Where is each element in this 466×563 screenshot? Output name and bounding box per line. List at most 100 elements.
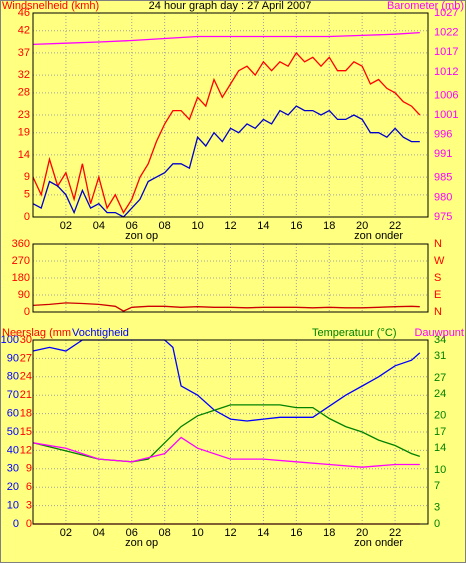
x-tick-label: 16 [290, 527, 302, 539]
y2-tick-label: 20 [434, 410, 446, 422]
x-tick-label: 10 [191, 220, 203, 232]
y2-tick-label: 980 [434, 191, 452, 203]
y-tick-label: 90 [18, 289, 30, 301]
annotation: zon op [125, 230, 158, 242]
x-tick-label: 22 [389, 527, 401, 539]
annotation: zon op [125, 537, 158, 549]
y2-tick-label: 27 [434, 372, 446, 384]
y2-tick-label: 991 [434, 148, 452, 160]
x-tick-label: 20 [356, 220, 368, 232]
x-tick-label: 08 [159, 527, 171, 539]
y2-axis-label-2: Dauwpunt [414, 327, 464, 339]
y2-tick-label: 985 [434, 172, 452, 184]
annotation: zon onder [354, 537, 403, 549]
y3-tick-label: 80 [7, 371, 19, 383]
y2-tick-label: W [434, 255, 445, 267]
y3-tick-label: 40 [7, 444, 19, 456]
y-tick-label: 18 [20, 408, 32, 420]
y-tick-label: 21 [20, 389, 32, 401]
y2-tick-label: 1022 [434, 27, 458, 39]
y2-tick-label: 3 [434, 502, 440, 514]
y-tick-label: 14 [18, 149, 30, 161]
y2-tick-label: N [434, 238, 442, 250]
y-axis-label: Windsnelheid (kmh) [2, 0, 99, 12]
x-tick-label: 02 [60, 527, 72, 539]
y-tick-label: 19 [18, 127, 30, 139]
x-tick-label: 12 [224, 527, 236, 539]
y-tick-label: 360 [12, 238, 30, 250]
series-line [32, 436, 420, 468]
y2-tick-label: 1001 [434, 109, 458, 121]
x-tick-label: 20 [356, 527, 368, 539]
y3-tick-label: 10 [7, 500, 19, 512]
series-line [32, 404, 421, 463]
y2-tick-label: 0 [434, 518, 440, 530]
y-tick-label: 9 [24, 171, 30, 183]
y3-tick-label: 0 [13, 518, 19, 530]
y-axis-label: Neerslag (mm [2, 327, 71, 339]
y-tick-label: 46 [18, 7, 30, 19]
plot-border [32, 339, 429, 525]
y-tick-label: 15 [20, 426, 32, 438]
y2-tick-label: 34 [434, 334, 446, 346]
y2-tick-label: 1017 [434, 46, 458, 58]
y-tick-label: 24 [20, 371, 32, 383]
y2-tick-label: 10 [434, 464, 446, 476]
plot-border [32, 243, 429, 313]
y-tick-label: 0 [24, 211, 30, 223]
y2-tick-label: S [434, 272, 441, 284]
x-tick-label: 12 [224, 220, 236, 232]
y-tick-label: 180 [12, 272, 30, 284]
y-tick-label: 27 [20, 352, 32, 364]
x-tick-label: 06 [126, 527, 138, 539]
series-line [32, 31, 420, 46]
x-tick-label: 02 [60, 220, 72, 232]
x-tick-label: 04 [93, 220, 105, 232]
x-tick-label: 18 [323, 220, 335, 232]
y2-axis-label: Barometer (mb) [387, 0, 464, 12]
x-tick-label: 14 [257, 527, 269, 539]
y2-tick-label: 975 [434, 211, 452, 223]
series-line [32, 51, 421, 214]
y3-axis-label: Vochtigheid [72, 327, 129, 339]
x-tick-label: 06 [126, 220, 138, 232]
y-tick-label: 270 [12, 255, 30, 267]
x-tick-label: 14 [257, 220, 269, 232]
x-tick-label: 04 [93, 527, 105, 539]
y-tick-label: 23 [18, 109, 30, 121]
y3-tick-label: 100 [1, 334, 19, 346]
series-line [32, 105, 420, 218]
y2-tick-label: 14 [434, 442, 446, 454]
y2-tick-label: 1006 [434, 89, 458, 101]
y-tick-label: 5 [24, 189, 30, 201]
y2-tick-label: 7 [434, 480, 440, 492]
y2-tick-label: 24 [434, 388, 446, 400]
y-tick-label: 42 [18, 25, 30, 37]
y2-tick-label: N [434, 306, 442, 318]
y2-axis-label: Temperatuur (°C) [312, 327, 396, 339]
y2-tick-label: 1012 [434, 66, 458, 78]
annotation: zon onder [354, 230, 403, 242]
chart-title: 24 hour graph day : 27 April 2007 [149, 0, 312, 12]
y-tick-label: 28 [18, 87, 30, 99]
y3-tick-label: 30 [7, 463, 19, 475]
y3-tick-label: 60 [7, 408, 19, 420]
x-tick-label: 08 [159, 220, 171, 232]
plot-border [32, 12, 429, 218]
y2-tick-label: 31 [434, 350, 446, 362]
series-line [32, 302, 420, 312]
y-tick-label: 3 [26, 500, 32, 512]
y3-tick-label: 90 [7, 352, 19, 364]
y2-tick-label: 996 [434, 129, 452, 141]
y2-tick-label: 1027 [434, 7, 458, 19]
y3-tick-label: 50 [7, 426, 19, 438]
y-tick-label: 0 [26, 518, 32, 530]
y-tick-label: 37 [18, 47, 30, 59]
x-tick-label: 16 [290, 220, 302, 232]
y-tick-label: 9 [26, 463, 32, 475]
x-tick-label: 22 [389, 220, 401, 232]
y3-tick-label: 70 [7, 389, 19, 401]
y-tick-label: 32 [18, 69, 30, 81]
y3-tick-label: 20 [7, 481, 19, 493]
